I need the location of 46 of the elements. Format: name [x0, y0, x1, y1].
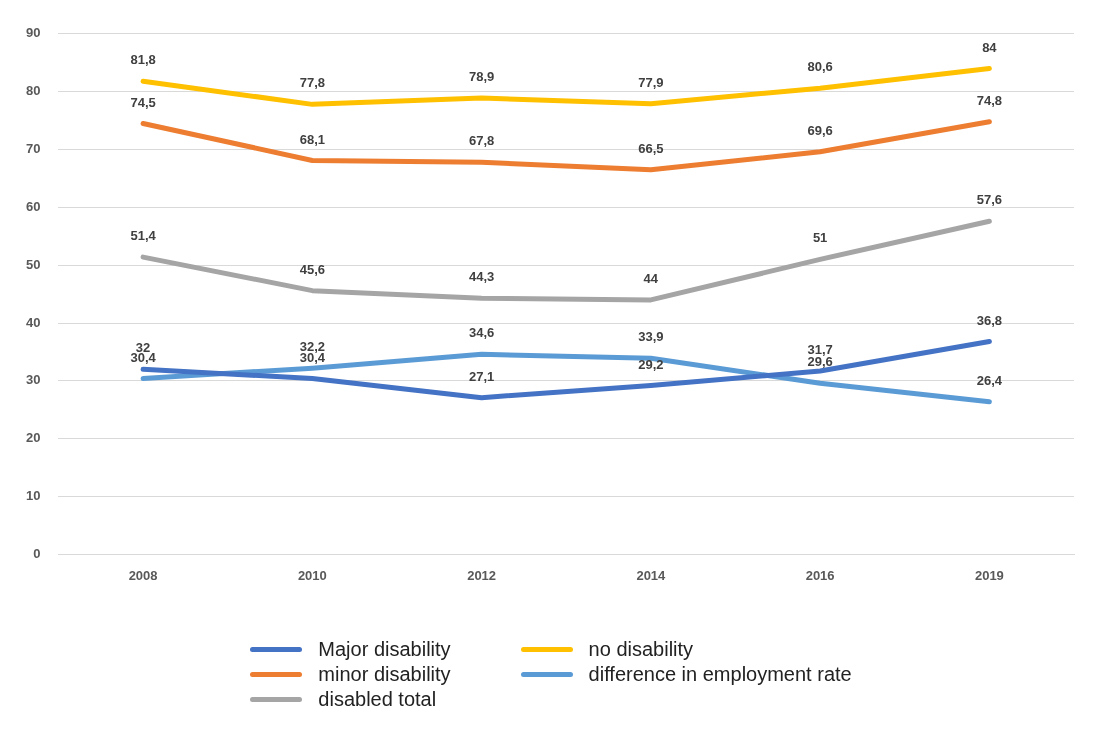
data-label: 44	[643, 270, 659, 286]
data-label: 80,6	[807, 59, 833, 75]
data-label: 45,6	[299, 261, 325, 277]
data-label: 78,9	[468, 69, 495, 85]
data-label: 74,8	[976, 92, 1003, 108]
data-label: 57,6	[976, 192, 1003, 208]
x-tick-label: 2010	[297, 567, 327, 583]
data-label: 84	[982, 39, 998, 55]
data-label: 67,8	[468, 133, 495, 149]
data-label: 29,2	[638, 356, 664, 372]
y-tick-label: 0	[33, 545, 41, 561]
legend-label: no disability	[588, 638, 694, 661]
data-label: 77,8	[299, 75, 325, 91]
y-tick-label: 70	[25, 141, 41, 157]
data-label: 44,3	[468, 269, 495, 285]
x-tick-label: 2012	[467, 567, 497, 583]
y-tick-label: 90	[25, 25, 41, 41]
data-label: 51	[812, 230, 828, 246]
data-label: 66,5	[638, 140, 664, 156]
x-tick-label: 2016	[805, 567, 835, 583]
x-tick-label: 2014	[636, 567, 667, 583]
data-label: 74,5	[130, 94, 156, 110]
y-tick-label: 40	[25, 314, 41, 330]
data-label: 33,9	[638, 329, 664, 345]
y-tick-label: 80	[25, 83, 41, 99]
data-label: 34,6	[468, 325, 495, 341]
data-label: 27,1	[468, 368, 495, 384]
data-label: 36,8	[976, 312, 1003, 328]
data-label: 69,6	[807, 122, 833, 138]
y-tick-label: 60	[25, 198, 41, 214]
x-tick-label: 2019	[974, 567, 1004, 583]
legend-label: disabled total	[318, 688, 437, 711]
data-label: 81,8	[130, 52, 156, 68]
y-tick-label: 20	[25, 430, 41, 446]
data-label: 77,9	[638, 74, 664, 90]
data-label: 26,4	[976, 372, 1003, 388]
legend-label: difference in employment rate	[588, 663, 852, 686]
data-label: 31,7	[807, 342, 833, 358]
legend-label: Major disability	[318, 638, 451, 661]
y-tick-label: 50	[25, 256, 41, 272]
data-label: 51,4	[130, 228, 157, 244]
y-tick-label: 10	[25, 488, 41, 504]
data-label: 68,1	[299, 131, 325, 147]
y-tick-label: 30	[25, 372, 41, 388]
x-tick-label: 2008	[128, 567, 158, 583]
legend-label: minor disability	[318, 663, 451, 686]
